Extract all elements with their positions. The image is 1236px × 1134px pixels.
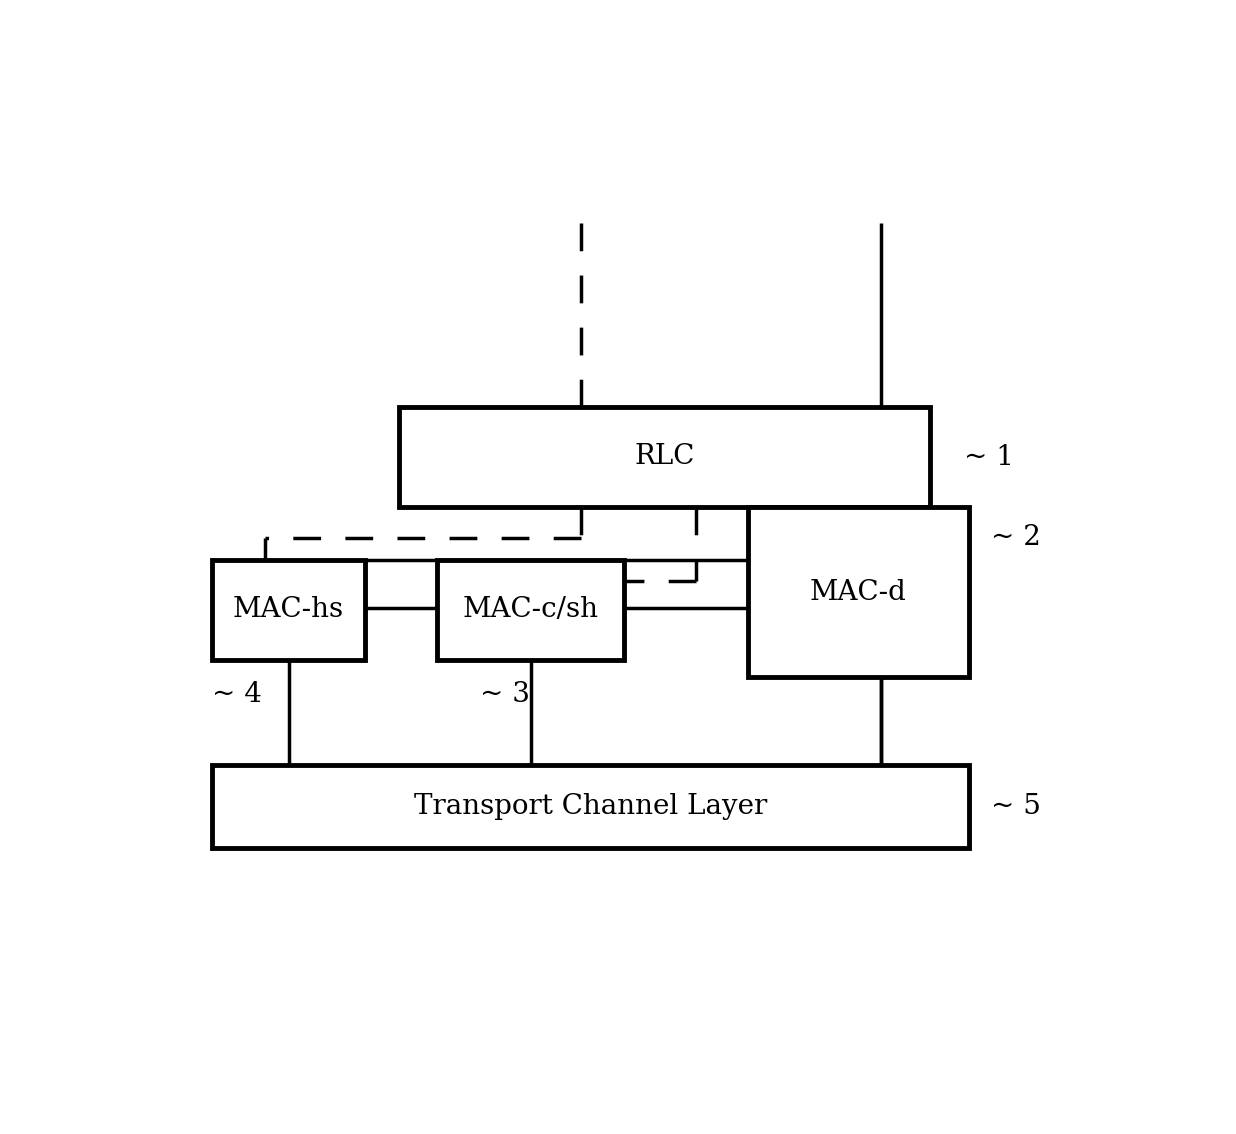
Bar bbox=[213, 764, 969, 848]
Bar bbox=[438, 559, 624, 660]
Text: ~ 1: ~ 1 bbox=[964, 443, 1014, 471]
Bar bbox=[749, 507, 969, 677]
Text: MAC-d: MAC-d bbox=[810, 578, 907, 606]
Text: MAC-hs: MAC-hs bbox=[234, 596, 344, 624]
Text: ~ 2: ~ 2 bbox=[991, 524, 1041, 551]
Text: ~ 4: ~ 4 bbox=[213, 682, 262, 709]
Text: MAC-c/sh: MAC-c/sh bbox=[462, 596, 598, 624]
Text: RLC: RLC bbox=[634, 443, 695, 471]
Text: ~ 3: ~ 3 bbox=[481, 682, 530, 709]
Text: Transport Channel Layer: Transport Channel Layer bbox=[414, 793, 768, 820]
Text: ~ 5: ~ 5 bbox=[991, 793, 1041, 820]
Bar bbox=[213, 559, 366, 660]
Bar bbox=[399, 407, 931, 507]
